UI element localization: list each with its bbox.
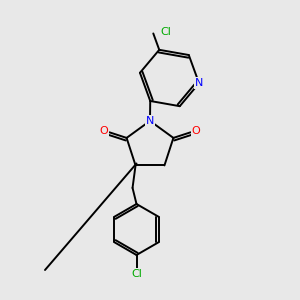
Text: Cl: Cl bbox=[131, 268, 142, 279]
Text: N: N bbox=[146, 116, 154, 126]
Text: O: O bbox=[100, 126, 109, 136]
Text: N: N bbox=[195, 78, 203, 88]
Text: Cl: Cl bbox=[161, 27, 172, 37]
Text: O: O bbox=[191, 126, 200, 136]
